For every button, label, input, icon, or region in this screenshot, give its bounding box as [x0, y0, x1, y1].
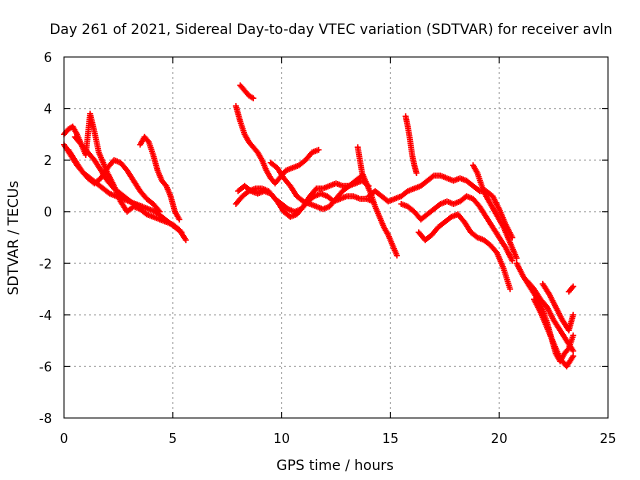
- data-point: [492, 248, 499, 255]
- series-track-11: [354, 144, 400, 259]
- tick-layer: 0 5 10 15 20 25 -8 -6 -4 -2 0 2 4 6: [39, 51, 616, 447]
- series-track-6: [237, 82, 257, 102]
- series-track-13: [402, 113, 420, 177]
- series-track-15: [415, 211, 514, 293]
- series-track-5: [71, 133, 144, 210]
- y-tick-label: 2: [44, 154, 52, 169]
- data-point: [176, 216, 183, 223]
- data-point: [570, 332, 577, 339]
- series-track-3: [65, 146, 163, 215]
- x-axis-label: GPS time / hours: [276, 458, 393, 474]
- chart-title: Day 261 of 2021, Sidereal Day-to-day VTE…: [50, 22, 613, 38]
- data-point: [570, 283, 577, 290]
- x-tick-label: 10: [273, 432, 290, 447]
- data-point: [570, 353, 577, 360]
- data-point: [570, 347, 577, 354]
- data-point: [156, 208, 163, 215]
- data-point: [413, 170, 420, 177]
- series-track-4: [137, 133, 183, 223]
- data-point: [570, 311, 577, 318]
- y-tick-label: 4: [44, 103, 52, 118]
- plot-frame: [63, 56, 609, 419]
- series-track-2: [61, 110, 189, 244]
- x-tick-label: 20: [491, 432, 508, 447]
- x-tick-label: 15: [382, 432, 399, 447]
- data-point: [312, 186, 319, 193]
- grid-layer: [64, 57, 608, 418]
- y-tick-label: -4: [39, 309, 52, 324]
- series-track-16: [470, 162, 520, 262]
- data-point: [182, 237, 189, 244]
- x-tick-label: 5: [169, 432, 177, 447]
- series-track-19: [531, 296, 577, 370]
- points-layer: [61, 82, 577, 370]
- data-point: [393, 252, 400, 259]
- y-axis-label: SDTVAR / TECUs: [6, 181, 22, 296]
- y-tick-label: -8: [39, 412, 52, 427]
- data-point: [144, 137, 151, 144]
- data-point: [569, 284, 576, 291]
- series-track-7: [232, 102, 322, 187]
- y-tick-label: 0: [44, 206, 52, 221]
- data-point: [155, 207, 162, 214]
- y-tick-label: -2: [39, 257, 52, 272]
- data-point: [315, 146, 322, 153]
- data-point: [250, 95, 257, 102]
- series-track-20: [539, 280, 577, 334]
- series-track-18: [524, 278, 577, 354]
- data-point: [513, 255, 520, 262]
- data-point: [137, 203, 144, 210]
- y-tick-label: -6: [39, 360, 52, 375]
- y-tick-label: 6: [44, 51, 52, 66]
- series-track-10: [267, 159, 366, 213]
- series-track-21: [565, 283, 577, 295]
- data-point: [509, 257, 516, 264]
- x-tick-label: 0: [60, 432, 68, 447]
- data-point: [507, 286, 514, 293]
- x-tick-label: 25: [600, 432, 617, 447]
- series-track-17: [513, 260, 577, 365]
- series-track-14: [398, 193, 516, 264]
- data-point: [162, 181, 169, 188]
